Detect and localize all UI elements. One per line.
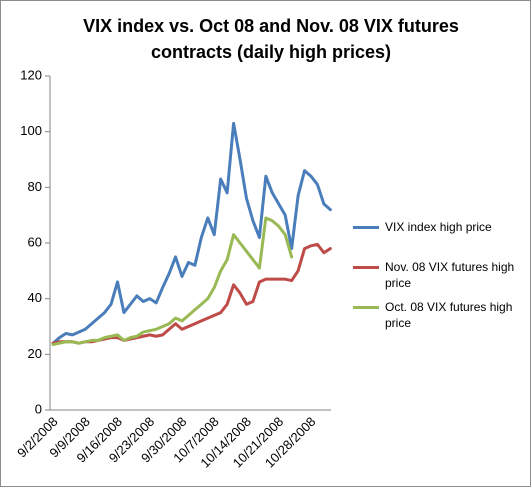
y-tick-label: 80 [28,179,42,194]
y-tick-label: 120 [20,67,42,82]
legend-item: VIX index high price [353,219,523,235]
y-tick-label: 20 [28,346,42,361]
series-line [51,121,332,345]
legend-item: Nov. 08 VIX futures high price [353,259,523,291]
y-tick-label: 40 [28,290,42,305]
legend-swatch [353,306,379,309]
y-tick-label: 60 [28,234,42,249]
y-tick-label: 0 [35,401,42,416]
legend-swatch [353,266,379,269]
y-tick-label: 100 [20,123,42,138]
legend-label: Oct. 08 VIX futures high price [385,300,513,330]
series-line [51,216,294,347]
legend-swatch [353,226,379,229]
legend-item: Oct. 08 VIX futures high price [353,299,523,331]
series-line [51,242,332,345]
legend-label: Nov. 08 VIX futures high price [385,260,515,290]
legend-label: VIX index high price [385,220,492,234]
chart-title: VIX index vs. Oct 08 and Nov. 08 VIX fut… [83,16,459,62]
